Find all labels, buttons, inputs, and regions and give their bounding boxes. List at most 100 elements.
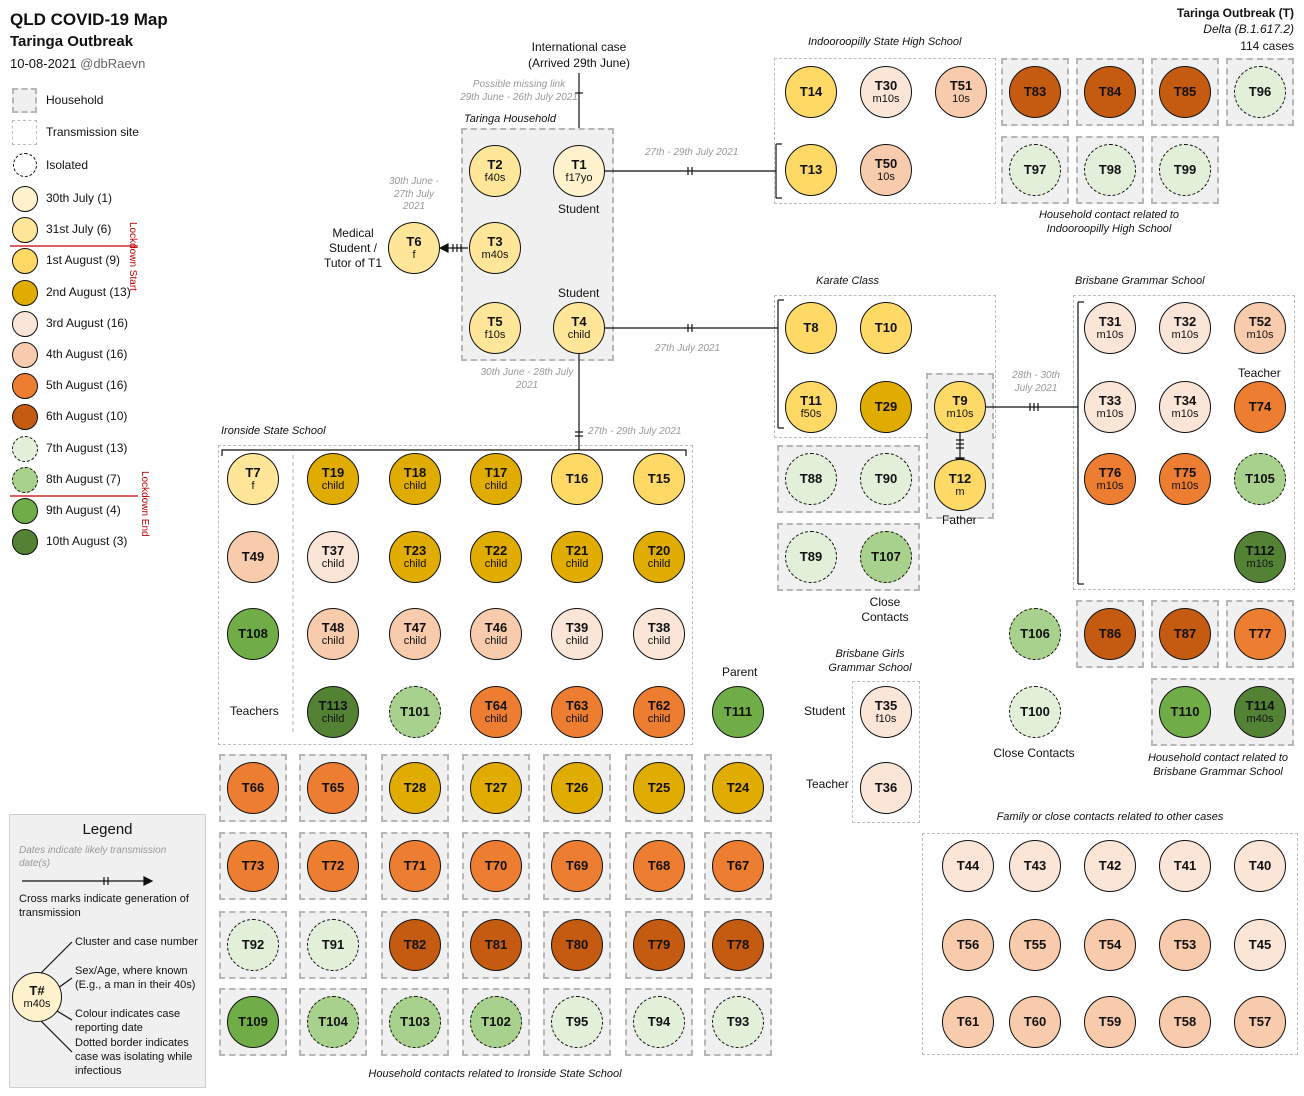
case-sex-age: f50s bbox=[800, 407, 822, 420]
case-id: T102 bbox=[481, 1013, 511, 1029]
key-date-label: 9th August (4) bbox=[46, 503, 121, 517]
case-sex-age: child bbox=[647, 712, 671, 725]
ironside-down-dates: 30th June - 28th July 2021 bbox=[480, 367, 574, 391]
case-id: T71 bbox=[403, 857, 427, 873]
case-node-t15: T15 bbox=[633, 453, 685, 505]
legend-dates-note: Dates indicate likely transmission date(… bbox=[19, 845, 167, 869]
case-sex-age: child bbox=[565, 557, 589, 570]
lockdown-end-label: Lockdown End bbox=[139, 471, 150, 537]
case-node-t71: T71 bbox=[389, 840, 441, 892]
case-node-t84: T84 bbox=[1084, 66, 1136, 118]
key-household-label: Household bbox=[46, 93, 104, 107]
key-date-swatch bbox=[12, 373, 38, 400]
case-id: T100 bbox=[1020, 703, 1050, 719]
case-node-t37: T37 child bbox=[307, 531, 359, 583]
case-id: T96 bbox=[1248, 83, 1272, 99]
case-id: T33 bbox=[1098, 392, 1122, 408]
case-node-t96: T96 bbox=[1234, 66, 1286, 118]
case-id: T55 bbox=[1023, 936, 1047, 952]
case-node-t42: T42 bbox=[1084, 840, 1136, 892]
case-sex-age: child bbox=[403, 634, 427, 647]
case-node-t5: T5 f10s bbox=[469, 302, 521, 354]
report-date: 10-08-2021 @dbRaevn bbox=[10, 56, 146, 71]
case-node-t77: T77 bbox=[1234, 608, 1286, 660]
case-node-t89: T89 bbox=[785, 531, 837, 583]
case-id: T7 bbox=[245, 464, 261, 480]
case-sex-age: child bbox=[647, 634, 671, 647]
case-node-t103: T103 bbox=[389, 996, 441, 1048]
case-id: T66 bbox=[241, 779, 265, 795]
case-id: T14 bbox=[799, 83, 823, 99]
case-sex-age: child bbox=[321, 479, 345, 492]
karate-label: Karate Class bbox=[816, 275, 879, 287]
key-date-label: 5th August (16) bbox=[46, 378, 128, 393]
case-id: T21 bbox=[565, 542, 589, 558]
case-id: T98 bbox=[1098, 161, 1122, 177]
case-sex-age: m10s bbox=[872, 92, 900, 105]
karate-box bbox=[774, 295, 996, 438]
case-id: T65 bbox=[321, 779, 345, 795]
case-node-t40: T40 bbox=[1234, 840, 1286, 892]
karate-close-contacts-label: Close Contacts bbox=[861, 595, 909, 624]
legend-sex-note: Sex/Age, where known (E.g., a man in the… bbox=[75, 965, 196, 991]
case-id: T27 bbox=[484, 779, 508, 795]
case-id: T50 bbox=[874, 155, 898, 171]
case-node-t20: T20 child bbox=[633, 531, 685, 583]
ironside-label: Ironside State School bbox=[221, 425, 326, 437]
case-node-t112: T112 m10s bbox=[1234, 531, 1286, 583]
missing-link-dates: 29th June - 26th July 2021 bbox=[460, 92, 578, 103]
case-node-t70: T70 bbox=[470, 840, 522, 892]
case-sex-age: child bbox=[484, 479, 508, 492]
key-date-label: 30th July (1) bbox=[46, 191, 113, 205]
key-date-swatch bbox=[12, 404, 38, 431]
case-id: T69 bbox=[565, 857, 589, 873]
case-id: T103 bbox=[400, 1013, 430, 1029]
case-sex-age: m10s bbox=[1171, 328, 1199, 341]
case-sex-age: 10s bbox=[877, 170, 895, 183]
case-node-t79: T79 bbox=[633, 919, 685, 971]
legend-title: Legend bbox=[82, 821, 133, 838]
case-id: T16 bbox=[565, 470, 589, 486]
case-id: T37 bbox=[321, 542, 345, 558]
case-node-t106: T106 bbox=[1009, 608, 1061, 660]
case-id: T110 bbox=[1170, 703, 1200, 719]
key-isolated-label: Isolated bbox=[46, 158, 89, 172]
case-id: T28 bbox=[403, 779, 427, 795]
case-node-t9: T9 m10s bbox=[934, 381, 986, 433]
t35-role-label: Student bbox=[804, 704, 846, 718]
case-sex-age: child bbox=[403, 479, 427, 492]
close-contacts-label: Close Contacts bbox=[993, 746, 1075, 760]
case-node-t49: T49 bbox=[227, 531, 279, 583]
case-id: T43 bbox=[1023, 857, 1047, 873]
case-node-t22: T22 child bbox=[470, 531, 522, 583]
case-id: T13 bbox=[799, 161, 823, 177]
case-node-t51: T51 10s bbox=[935, 66, 987, 118]
case-sex-age: f17yo bbox=[565, 171, 593, 184]
case-node-t16: T16 bbox=[551, 453, 603, 505]
case-id: T63 bbox=[565, 697, 589, 713]
ironside-link-dates: 27th - 29th July 2021 bbox=[588, 426, 682, 437]
case-node-t4: T4 child bbox=[553, 302, 605, 354]
case-node-t26: T26 bbox=[551, 762, 603, 814]
case-node-t25: T25 bbox=[633, 762, 685, 814]
case-id: T20 bbox=[647, 542, 671, 558]
case-id: T82 bbox=[403, 936, 427, 952]
case-node-t56: T56 bbox=[942, 919, 994, 971]
case-id: T44 bbox=[956, 857, 980, 873]
key-date-swatch bbox=[12, 498, 38, 524]
case-id: T46 bbox=[484, 619, 508, 635]
case-id: T32 bbox=[1173, 313, 1197, 329]
case-node-t69: T69 bbox=[551, 840, 603, 892]
case-id: T61 bbox=[956, 1013, 980, 1029]
key-household-swatch bbox=[12, 88, 37, 113]
case-id: T57 bbox=[1248, 1013, 1272, 1029]
case-id: T90 bbox=[874, 470, 898, 486]
case-id: T113 bbox=[318, 697, 348, 713]
case-id: T36 bbox=[874, 779, 898, 795]
case-node-t36: T36 bbox=[860, 762, 912, 814]
case-sex-age: f bbox=[412, 248, 416, 261]
page-subtitle: Taringa Outbreak bbox=[10, 33, 134, 50]
case-node-t52: T52 m10s bbox=[1234, 302, 1286, 354]
case-id: T23 bbox=[403, 542, 427, 558]
case-sex-age: child bbox=[321, 557, 345, 570]
